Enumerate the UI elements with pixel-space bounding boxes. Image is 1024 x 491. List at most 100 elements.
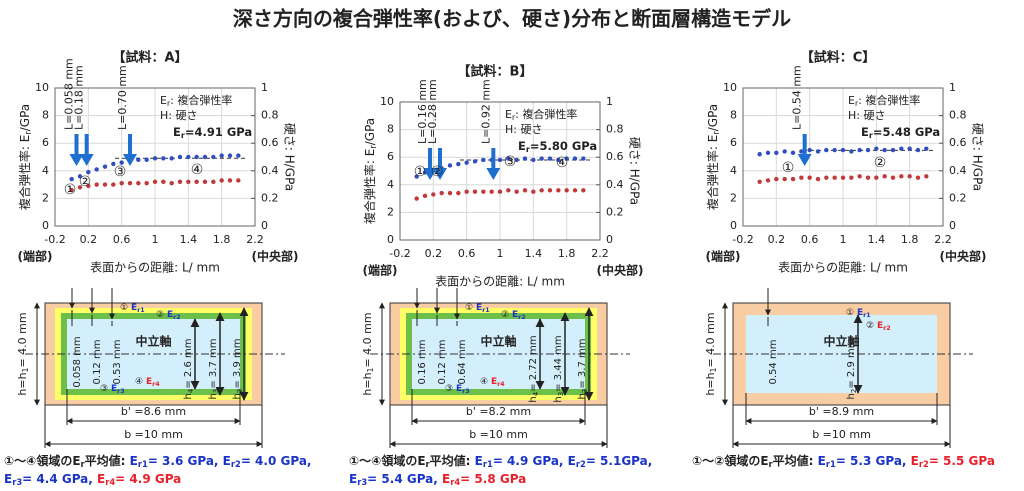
data-point bbox=[865, 147, 871, 153]
data-point bbox=[77, 185, 83, 190]
data-point bbox=[69, 176, 74, 182]
height-label-part: h=h bbox=[704, 372, 717, 395]
y-axis-label-part: r bbox=[711, 131, 721, 135]
x-tick-label: 1.8 bbox=[213, 233, 231, 246]
y-axis-label-part: /GPa bbox=[706, 104, 720, 131]
summary-line-part: E bbox=[911, 454, 919, 468]
legend-entry-part: E bbox=[160, 94, 167, 107]
data-point bbox=[119, 160, 124, 165]
data-point bbox=[531, 189, 536, 194]
height-dim-label-part: h bbox=[528, 396, 539, 402]
legend-entry-part: H: 硬さ bbox=[848, 109, 885, 122]
data-point bbox=[456, 161, 461, 167]
arrow-label: L=0.54 mm bbox=[791, 65, 804, 130]
legend-entry-part: H: 硬さ bbox=[505, 123, 542, 136]
data-point bbox=[874, 175, 879, 180]
data-point bbox=[890, 147, 896, 153]
y-axis-label: 複合弾性率: Er/GPa bbox=[362, 118, 378, 224]
summary-line-part: r bbox=[769, 459, 774, 469]
page-title: 深さ方向の複合弾性率(および、硬さ)分布と断面層構造モデル bbox=[233, 7, 791, 31]
y-axis-label-part: /GPa bbox=[18, 104, 32, 131]
layer-label-part: ④ bbox=[480, 377, 491, 387]
height-dim-label-part: h bbox=[577, 393, 588, 399]
data-point bbox=[236, 153, 241, 158]
y-tick-label: 10 bbox=[723, 81, 737, 94]
layer-label-part: ① bbox=[846, 308, 857, 318]
position-arrow-head bbox=[486, 168, 501, 180]
layer-label-part: r1 bbox=[482, 307, 490, 314]
x-tick-label: 1.4 bbox=[868, 233, 886, 246]
height-dim-label-part: = 3.7 mm bbox=[208, 339, 219, 389]
y2-tick-label: 0 bbox=[261, 219, 268, 232]
mean-label: Er=5.80 GPa bbox=[518, 139, 597, 154]
data-point bbox=[202, 179, 208, 185]
x-tick-label: 1 bbox=[840, 233, 847, 246]
data-point bbox=[840, 175, 846, 180]
y2-tick-label: 1 bbox=[261, 81, 268, 94]
data-point bbox=[447, 163, 453, 168]
y-axis-label-part: 複合弾性率: E bbox=[705, 135, 720, 210]
height-dim-label-part: 3 bbox=[557, 392, 565, 396]
summary-line: ①～②領域のEr平均値: Er1= 5.3 GPa, Er2= 5.5 GPa bbox=[692, 453, 995, 469]
inner-width-label: b' =8.2 mm bbox=[466, 405, 531, 418]
height-dim-label: h3= 3.7 mm bbox=[208, 339, 220, 400]
data-point bbox=[211, 179, 216, 185]
y-tick-label: 4 bbox=[387, 178, 394, 191]
layer-label-part: r3 bbox=[462, 388, 470, 395]
data-point bbox=[414, 174, 419, 179]
summary-line: ①～④領域のEr平均値: Er1= 3.6 GPa, Er2= 4.0 GPa, bbox=[4, 453, 311, 469]
data-point bbox=[581, 188, 586, 193]
data-point bbox=[924, 174, 929, 179]
region-label: ① bbox=[414, 164, 427, 180]
depth-label: 0.12 mm bbox=[92, 340, 103, 385]
summary-line-part: r3 bbox=[12, 477, 22, 487]
arrow-label: L=0.92 mm bbox=[479, 79, 492, 144]
y-tick-label: 6 bbox=[730, 136, 737, 149]
y2-tick-label: 0 bbox=[949, 219, 956, 232]
y-tick-label: 8 bbox=[387, 123, 394, 136]
data-point bbox=[119, 181, 124, 186]
width-label: b =10 mm bbox=[469, 428, 528, 441]
height-label-part: h=h bbox=[16, 372, 29, 395]
layer-label-part: E bbox=[456, 384, 462, 394]
height-label: h=h1= 4.0 mm bbox=[704, 312, 718, 395]
y2-tick-label: 0.8 bbox=[606, 123, 624, 136]
mean-label-part: =5.48 GPa bbox=[873, 125, 940, 139]
mean-label-part: E bbox=[861, 125, 869, 139]
y-axis-label-part: /GPa bbox=[363, 118, 377, 145]
width-label: b =10 mm bbox=[124, 428, 183, 441]
data-point bbox=[547, 188, 553, 193]
height-label-part: = 4.0 mm bbox=[361, 312, 374, 367]
summary-line-part: ①～④領域のE bbox=[349, 453, 426, 468]
data-point bbox=[506, 188, 511, 193]
depth-label: 0.54 mm bbox=[768, 340, 779, 385]
height-dim-label: h3= 3.44 mm bbox=[553, 335, 565, 402]
y2-tick-label: 0 bbox=[606, 233, 613, 246]
y2-tick-label: 0.4 bbox=[261, 164, 279, 177]
layer-label: ③ Er3 bbox=[445, 384, 470, 396]
y2-tick-label: 0.8 bbox=[261, 109, 279, 122]
data-point bbox=[227, 178, 233, 183]
legend-entry: H: 硬さ bbox=[160, 109, 197, 122]
data-point bbox=[506, 156, 511, 161]
layer-label: ④ Er4 bbox=[135, 377, 160, 389]
layer-label-part: r2 bbox=[173, 314, 181, 321]
x-end-label: (中央部) bbox=[940, 249, 987, 264]
data-point bbox=[899, 146, 904, 151]
summary-line-part: E bbox=[4, 472, 12, 486]
data-point bbox=[86, 169, 91, 175]
y-tick-label: 4 bbox=[42, 164, 49, 177]
plot-frame bbox=[399, 101, 601, 241]
data-point bbox=[481, 157, 486, 163]
y2-axis-label: 硬さ: H/GPa bbox=[283, 123, 297, 191]
layer-label: ① Er1 bbox=[846, 308, 871, 320]
summary-line-part: 平均値: bbox=[773, 453, 818, 468]
data-point bbox=[94, 167, 99, 172]
summary-line-part: E bbox=[97, 472, 105, 486]
height-dim-label-part: 4 bbox=[187, 388, 195, 393]
legend-entry: Er: 複合弾性率 bbox=[505, 107, 577, 122]
data-point bbox=[522, 156, 528, 161]
layer-label-part: r2 bbox=[883, 325, 891, 332]
position-arrow-head bbox=[433, 168, 447, 180]
